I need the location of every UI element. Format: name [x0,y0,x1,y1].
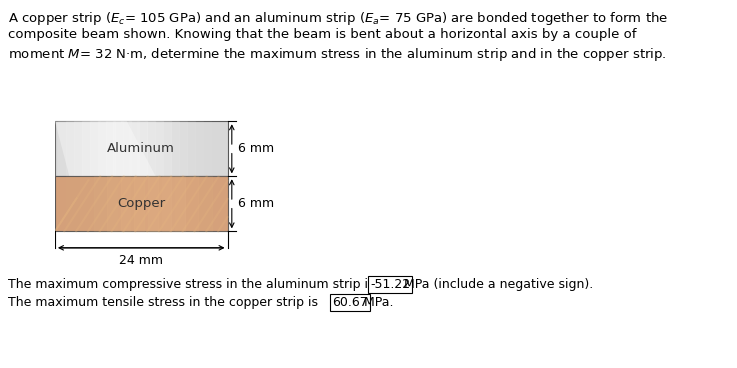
Text: 6 mm: 6 mm [238,197,274,210]
Text: MPa.: MPa. [360,296,394,309]
Text: MPa (include a negative sign).: MPa (include a negative sign). [400,278,593,291]
Text: 60.67: 60.67 [332,296,368,309]
Text: Aluminum: Aluminum [108,142,175,155]
Text: The maximum tensile stress in the copper strip is: The maximum tensile stress in the copper… [8,296,322,309]
Bar [55,176,228,231]
Text: -51.22: -51.22 [370,278,410,291]
Text: composite beam shown. Knowing that the beam is bent about a horizontal axis by a: composite beam shown. Knowing that the b… [8,28,637,41]
Bar [55,121,228,176]
Text: A copper strip ($E_c$= 105 GPa) and an aluminum strip ($E_a$= 75 GPa) are bonded: A copper strip ($E_c$= 105 GPa) and an a… [8,10,668,27]
Text: Copper: Copper [117,197,165,210]
Text: moment $M$= 32 N·m, determine the maximum stress in the aluminum strip and in th: moment $M$= 32 N·m, determine the maximu… [8,46,666,63]
Text: The maximum compressive stress in the aluminum strip is: The maximum compressive stress in the al… [8,278,379,291]
Text: 24 mm: 24 mm [119,254,164,267]
Text: 6 mm: 6 mm [238,142,274,155]
Polygon shape [55,121,156,176]
